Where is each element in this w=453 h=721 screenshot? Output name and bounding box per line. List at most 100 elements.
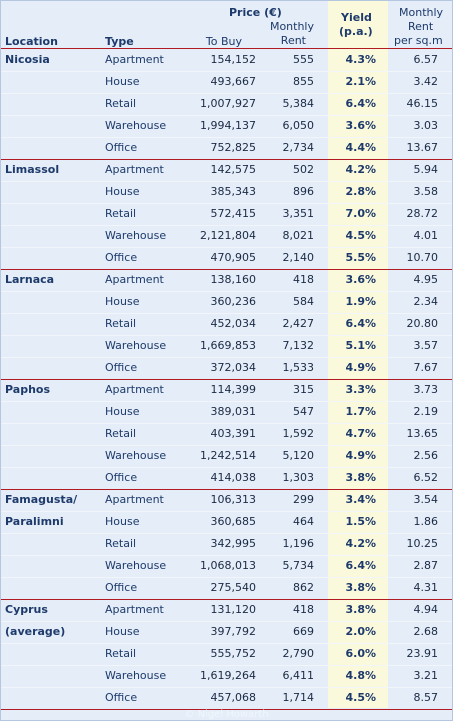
to-buy-cell: 1,669,853 [200, 339, 256, 352]
type-cell: Office [105, 471, 138, 484]
rent-per-sqm-cell: 4.01 [413, 229, 439, 242]
yield-header-line1: Yield [341, 11, 372, 24]
table-row: Office 470,905 2,140 5.5% 10.70 [1, 247, 452, 269]
to-buy-cell: 138,160 [210, 273, 257, 286]
type-cell: Retail [105, 647, 137, 660]
table-row: Warehouse 1,994,137 6,050 3.6% 3.03 [1, 115, 452, 138]
type-cell: Office [105, 691, 138, 704]
yield-cell: 2.1% [345, 75, 376, 88]
rent-per-sqm-cell: 2.68 [413, 625, 439, 638]
yield-cell: 1.7% [345, 405, 376, 418]
monthly-rent-cell: 1,303 [282, 471, 315, 484]
rent-per-sqm-cell: 20.80 [406, 317, 439, 330]
location-cell: Larnaca [5, 273, 55, 286]
to-buy-cell: 1,994,137 [200, 119, 256, 132]
yield-cell: 5.1% [345, 339, 376, 352]
monthly-rent-cell: 2,140 [282, 251, 315, 264]
monthly-rent-cell: 299 [293, 493, 314, 506]
table-row: Retail 572,415 3,351 7.0% 28.72 [1, 203, 452, 226]
to-buy-cell: 131,120 [210, 603, 257, 616]
monthly-rent-cell: 7,132 [282, 339, 315, 352]
rent-per-sqm-cell: 7.67 [413, 361, 439, 374]
to-buy-cell: 1,619,264 [200, 669, 256, 682]
to-buy-cell: 403,391 [210, 427, 257, 440]
table-row: Office 752,825 2,734 4.4% 13.67 [1, 137, 452, 159]
type-cell: House [105, 515, 140, 528]
yield-cell: 4.9% [345, 449, 376, 462]
type-cell: Retail [105, 97, 137, 110]
yield-cell: 4.5% [345, 229, 376, 242]
yield-cell: 4.7% [345, 427, 376, 440]
yield-cell: 3.6% [345, 119, 376, 132]
type-cell: Warehouse [105, 559, 167, 572]
to-buy-cell: 342,995 [210, 537, 257, 550]
monthly-rent-cell: 896 [293, 185, 314, 198]
rent-per-sqm-cell: 13.67 [406, 141, 439, 154]
to-buy-cell: 493,667 [210, 75, 257, 88]
yield-cell: 6.4% [345, 317, 376, 330]
monthly-rent-cell: 1,533 [282, 361, 315, 374]
price-header: Price (€) [229, 6, 282, 19]
rent-per-sqm-cell: 3.54 [413, 493, 439, 506]
monthly-rent-cell: 584 [293, 295, 314, 308]
table-row: Warehouse 1,068,013 5,734 6.4% 2.87 [1, 555, 452, 578]
to-buy-cell: 752,825 [210, 141, 257, 154]
to-buy-cell: 470,905 [210, 251, 257, 264]
location-cell: Cyprus [5, 603, 48, 616]
table-row: Retail 555,752 2,790 6.0% 23.91 [1, 643, 452, 666]
table-row: House 385,343 896 2.8% 3.58 [1, 181, 452, 204]
table-row: Warehouse 1,669,853 7,132 5.1% 3.57 [1, 335, 452, 358]
table-row: Limassol Apartment 142,575 502 4.2% 5.94 [1, 159, 452, 182]
monthly-rent-header-line2: Rent [280, 34, 306, 47]
rent-per-sqm-cell: 2.19 [413, 405, 439, 418]
to-buy-cell: 385,343 [210, 185, 257, 198]
type-cell: Office [105, 581, 138, 594]
location-cell: Famagusta/ [5, 493, 78, 506]
type-cell: House [105, 75, 140, 88]
rent-per-sqm-cell: 4.31 [413, 581, 439, 594]
monthly-rent-cell: 6,050 [282, 119, 315, 132]
type-cell: Office [105, 141, 138, 154]
yield-cell: 2.8% [345, 185, 376, 198]
location-group: Larnaca Apartment 138,160 418 3.6% 4.95 House 3… [1, 269, 452, 380]
to-buy-cell: 555,752 [210, 647, 257, 660]
to-buy-cell: 1,068,013 [200, 559, 256, 572]
type-cell: Office [105, 251, 138, 264]
table-row: Retail 1,007,927 5,384 6.4% 46.15 [1, 93, 452, 116]
monthly-rent-cell: 8,021 [282, 229, 315, 242]
to-buy-cell: 372,034 [210, 361, 257, 374]
yield-cell: 4.8% [345, 669, 376, 682]
yield-cell: 4.2% [345, 537, 376, 550]
to-buy-cell: 414,038 [210, 471, 257, 484]
monthly-rent-cell: 5,734 [282, 559, 315, 572]
monthly-rent-cell: 3,351 [282, 207, 315, 220]
location-group: Nicosia Apartment 154,152 555 4.3% 6.57 House 4… [1, 49, 452, 160]
rent-per-sqm-cell: 10.70 [406, 251, 439, 264]
to-buy-cell: 360,236 [210, 295, 257, 308]
monthly-rent-cell: 418 [293, 273, 314, 286]
rent-per-sqm-cell: 3.73 [413, 383, 439, 396]
yield-cell: 4.3% [345, 53, 376, 66]
monthly-rent-cell: 862 [293, 581, 314, 594]
type-cell: Apartment [105, 603, 164, 616]
to-buy-header: To Buy [205, 35, 242, 48]
rent-per-sqm-cell: 5.94 [413, 163, 439, 176]
monthly-rent-header-line1: Monthly [269, 20, 314, 33]
rent-per-sqm-cell: 6.52 [413, 471, 439, 484]
rent-per-sqm-cell: 1.86 [413, 515, 439, 528]
table-row: Famagusta/Apartment 106,313 299 3.4% 3.54 [1, 489, 452, 512]
yield-column-highlight [328, 1, 388, 708]
rent-per-sqm-cell: 4.94 [413, 603, 439, 616]
location-cell: Nicosia [5, 53, 50, 66]
type-cell: Apartment [105, 163, 164, 176]
to-buy-cell: 275,540 [210, 581, 257, 594]
monthly-rent-cell: 669 [293, 625, 314, 638]
monthly-rent-cell: 464 [293, 515, 314, 528]
yield-cell: 1.5% [345, 515, 376, 528]
table-row: Paralimni House 360,685 464 1.5% 1.86 [1, 511, 452, 534]
yield-cell: 4.2% [345, 163, 376, 176]
location-group: Limassol Apartment 142,575 502 4.2% 5.94 House… [1, 159, 452, 270]
type-cell: Apartment [105, 273, 164, 286]
location-cell: Limassol [5, 163, 60, 176]
